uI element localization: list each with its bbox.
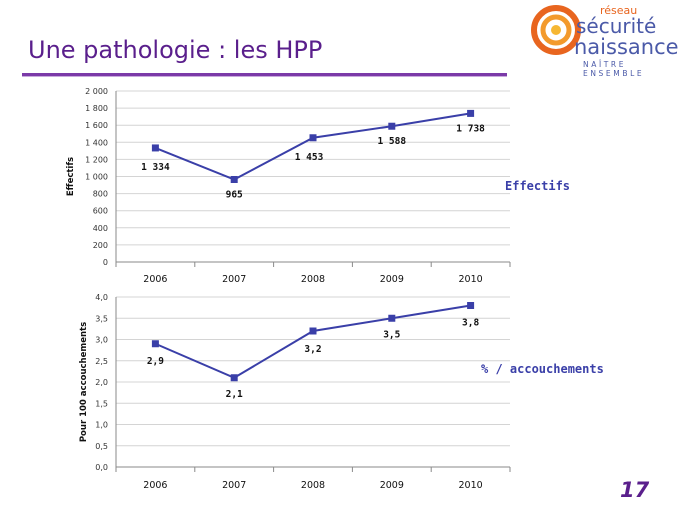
data-point — [309, 134, 317, 142]
y-tick-label: 3,0 — [95, 336, 108, 345]
logo-line1: réseau — [600, 4, 637, 17]
x-tick-label: 2007 — [222, 480, 246, 491]
page-number: 17 — [620, 478, 650, 502]
x-tick-label: 2006 — [143, 480, 167, 491]
data-label: 3,5 — [383, 329, 400, 340]
logo-swirl-middle — [540, 14, 572, 46]
y-tick-label: 200 — [93, 241, 108, 250]
data-point — [388, 122, 396, 130]
y-tick-label: 1 000 — [85, 173, 108, 182]
data-label: 1 453 — [295, 152, 324, 163]
data-label: 1 738 — [456, 123, 485, 134]
y-tick-label: 3,5 — [95, 314, 108, 323]
y-tick-label: 2,0 — [95, 378, 108, 387]
x-tick-label: 2010 — [459, 480, 483, 491]
data-point — [151, 144, 159, 152]
series-line — [155, 112, 471, 181]
data-point — [230, 175, 238, 183]
y-tick-label: 2 000 — [85, 87, 108, 96]
y-tick-label: 4,0 — [95, 293, 108, 302]
data-label: 965 — [226, 189, 243, 200]
x-tick-label: 2009 — [380, 274, 404, 285]
y-tick-label: 1 200 — [85, 155, 108, 164]
y-tick-label: 1,0 — [95, 421, 108, 430]
y-tick-label: 0 — [103, 258, 108, 267]
slide-title: Une pathologie : les HPP — [28, 36, 323, 64]
data-label: 1 334 — [141, 162, 170, 173]
chart-1-group: 0,0 0,5 1,0 1,5 2,0 2,5 3,0 3,5 4,0 2006 2007 2008 2… — [79, 293, 511, 491]
y-tick-label: 2,5 — [95, 357, 108, 366]
data-label: 3,8 — [462, 318, 479, 329]
data-point — [230, 374, 238, 382]
data-label: 1 588 — [377, 136, 406, 147]
data-point — [467, 109, 475, 117]
label-effectifs: Effectifs — [505, 179, 571, 193]
data-label: 2,9 — [147, 356, 164, 367]
title-underline — [22, 73, 507, 76]
logo-line3: naissance — [574, 35, 679, 59]
data-label: 3,2 — [304, 344, 321, 355]
y-tick-label: 1,5 — [95, 399, 108, 408]
title-underline-shadow — [22, 76, 507, 77]
y-axis-title: Effectifs — [66, 157, 76, 196]
x-tick-label: 2008 — [301, 480, 325, 491]
logo-line2: sécurité — [576, 14, 656, 38]
data-point — [309, 327, 317, 335]
x-tick-label: 2009 — [380, 480, 404, 491]
logo-swirl-core — [551, 25, 561, 35]
y-tick-label: 0,5 — [95, 442, 108, 451]
x-tick-label: 2006 — [143, 274, 167, 285]
y-tick-label: 400 — [93, 224, 108, 233]
y-tick-label: 1 800 — [85, 104, 108, 113]
series-line — [155, 304, 471, 379]
data-label: 2,1 — [226, 389, 243, 400]
data-point — [388, 314, 396, 322]
logo-swirl-outer — [531, 5, 581, 55]
label-pourcentage: % / accouchements — [481, 362, 604, 376]
logo-subtitle: NAÎTRE ENSEMBLE — [583, 60, 645, 78]
data-point — [467, 302, 475, 309]
y-tick-label: 600 — [93, 207, 108, 216]
x-tick-label: 2007 — [222, 274, 246, 285]
x-tick-label: 2010 — [459, 274, 483, 285]
y-axis-title: Pour 100 accouchements — [79, 322, 89, 442]
y-tick-label: 800 — [93, 190, 108, 199]
y-tick-label: 0,0 — [95, 463, 108, 472]
chart-0-group: 0 200 400 600 800 1 000 1 200 1 400 1 600 1 800 2 … — [66, 87, 511, 285]
x-tick-label: 2008 — [301, 274, 325, 285]
data-point — [151, 340, 159, 348]
y-tick-label: 1 600 — [85, 121, 108, 130]
reseau-securite-naissance-logo: réseau sécurité naissance — [531, 4, 679, 59]
y-tick-label: 1 400 — [85, 138, 108, 147]
